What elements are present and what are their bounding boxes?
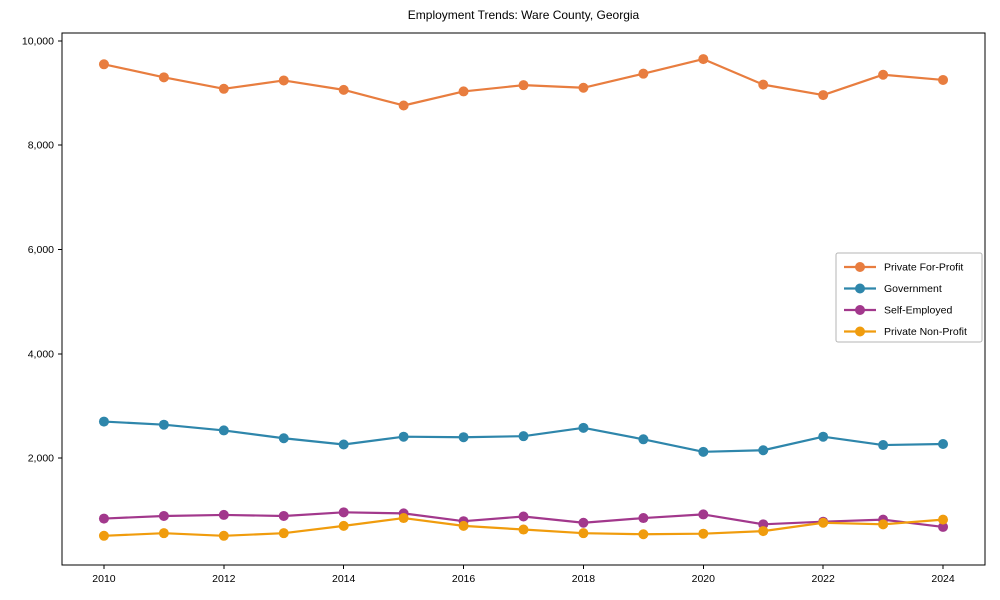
x-axis: 2010 2012 2014 2016 2018 2020 2022 2024: [92, 565, 955, 585]
legend-label: Government: [884, 283, 942, 295]
legend-label: Self-Employed: [884, 305, 952, 317]
x-tick-label: 2024: [931, 573, 955, 585]
legend-label: Private Non-Profit: [884, 326, 967, 338]
data-point-marker: [638, 434, 649, 445]
y-tick-label: 2,000: [28, 453, 54, 465]
data-point-marker: [938, 521, 949, 532]
data-point-marker: [878, 519, 889, 530]
data-point-marker: [578, 422, 589, 433]
data-point-marker: [218, 425, 229, 436]
data-point-marker: [338, 520, 349, 531]
data-point-marker: [758, 445, 769, 456]
data-point-marker: [338, 507, 349, 518]
data-point-marker: [878, 69, 889, 80]
data-point-marker: [638, 513, 649, 524]
data-point-marker: [758, 526, 769, 537]
series-government: [98, 416, 949, 457]
data-point-marker: [698, 446, 709, 457]
data-point-marker: [398, 100, 409, 111]
data-point-marker: [638, 68, 649, 79]
series-private-non-profit: [98, 513, 949, 541]
data-point-marker: [158, 419, 169, 430]
data-point-marker: [878, 440, 889, 451]
y-tick-label: 6,000: [28, 244, 54, 256]
data-point-marker: [398, 513, 409, 524]
x-tick-label: 2022: [811, 573, 835, 585]
legend-swatch-marker: [855, 305, 865, 315]
data-point-marker: [338, 439, 349, 450]
x-tick-label: 2014: [332, 573, 356, 585]
legend: Private For-Profit Government Self-Employe…: [835, 252, 983, 343]
legend-swatch-marker: [855, 262, 865, 272]
data-point-marker: [218, 83, 229, 94]
data-point-marker: [338, 84, 349, 95]
legend-label: Private For-Profit: [884, 262, 963, 274]
data-point-marker: [518, 524, 529, 535]
data-point-marker: [278, 433, 289, 444]
data-point-marker: [938, 74, 949, 85]
data-point-marker: [578, 528, 589, 539]
data-point-marker: [698, 528, 709, 539]
data-point-marker: [458, 432, 469, 443]
x-tick-label: 2018: [572, 573, 596, 585]
data-point-marker: [158, 510, 169, 521]
data-point-marker: [158, 528, 169, 539]
data-point-marker: [278, 510, 289, 521]
y-tick-label: 10,000: [22, 35, 54, 47]
data-point-marker: [458, 86, 469, 97]
data-point-marker: [938, 514, 949, 525]
data-point-marker: [578, 517, 589, 528]
data-point-marker: [938, 438, 949, 449]
data-point-marker: [458, 520, 469, 531]
data-point-marker: [98, 513, 109, 524]
data-point-marker: [218, 530, 229, 541]
x-tick-label: 2020: [692, 573, 716, 585]
data-point-marker: [518, 511, 529, 522]
data-point-marker: [98, 530, 109, 541]
data-point-marker: [278, 528, 289, 539]
data-point-marker: [818, 90, 829, 101]
data-point-marker: [578, 82, 589, 93]
y-tick-label: 8,000: [28, 140, 54, 152]
data-point-marker: [818, 431, 829, 442]
data-point-marker: [218, 509, 229, 520]
data-point-marker: [518, 80, 529, 91]
data-point-marker: [98, 416, 109, 427]
data-point-marker: [398, 431, 409, 442]
y-axis: 2,000 4,000 6,000 8,000 10,000: [22, 35, 62, 465]
data-point-marker: [698, 509, 709, 520]
data-point-marker: [818, 517, 829, 528]
data-point-marker: [698, 54, 709, 65]
data-point-marker: [98, 59, 109, 70]
data-point-marker: [158, 72, 169, 83]
x-tick-label: 2010: [92, 573, 116, 585]
legend-swatch-marker: [855, 326, 865, 337]
series-private-for-profit: [98, 54, 949, 111]
legend-box: [835, 252, 983, 343]
data-point-marker: [278, 75, 289, 86]
x-tick-label: 2016: [452, 573, 476, 585]
legend-swatch-marker: [855, 283, 865, 294]
x-tick-label: 2012: [212, 573, 236, 585]
data-point-marker: [518, 431, 529, 442]
plot-border: [61, 32, 986, 566]
data-point-marker: [638, 529, 649, 540]
data-point-marker: [758, 79, 769, 90]
chart-title: Employment Trends: Ware County, Georgia: [407, 8, 640, 22]
y-tick-label: 4,000: [28, 348, 54, 360]
